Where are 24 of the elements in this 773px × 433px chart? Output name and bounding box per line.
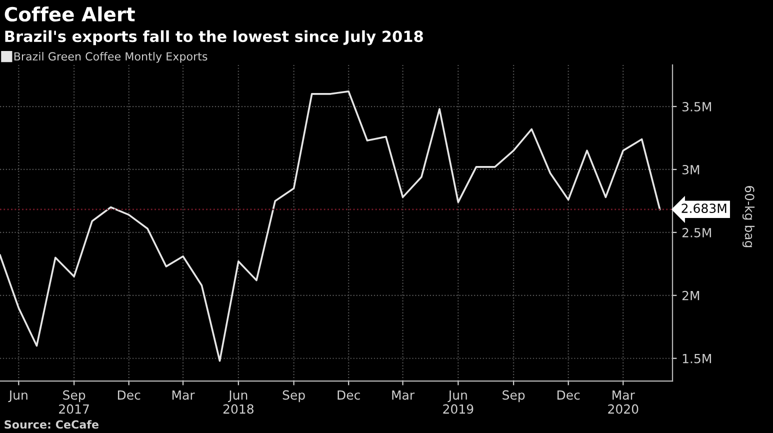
- x-tick-label: Dec: [557, 390, 580, 400]
- x-tick-label: Mar: [172, 390, 195, 400]
- legend-label: Brazil Green Coffee Montly Exports: [14, 52, 208, 63]
- x-tick-label: Jun: [8, 390, 28, 402]
- y-tick-label: 3M: [682, 164, 700, 174]
- ref-line-label: 2.683M: [682, 204, 726, 214]
- y-tick-label: 2M: [682, 290, 700, 300]
- y-tick-label: 1.5M: [682, 354, 711, 364]
- x-tick-label: Mar 2020: [608, 390, 638, 414]
- chart-subtitle: Brazil's exports fall to the lowest since July 2018: [5, 30, 423, 46]
- x-tick-label: Sep 2017: [59, 390, 89, 414]
- source-note: Source: CeCafe: [4, 420, 98, 429]
- line-series: [0, 90, 661, 362]
- y-tick-label: 2.5M: [682, 228, 711, 238]
- x-tick-label: Mar: [392, 390, 415, 400]
- y-axis-title: 60-kg bag: [742, 186, 755, 248]
- x-tick-label: Jun 2018: [223, 390, 254, 414]
- y-tick-label: 3.5M: [682, 102, 711, 112]
- x-tick-label: Sep: [502, 390, 525, 402]
- x-tick-label: Sep: [282, 390, 305, 402]
- chart-title: Coffee Alert: [4, 6, 135, 22]
- x-tick-label: Dec: [338, 390, 360, 400]
- x-tick-label: Dec: [118, 390, 140, 400]
- x-tick-label: Jun 2019: [443, 390, 474, 414]
